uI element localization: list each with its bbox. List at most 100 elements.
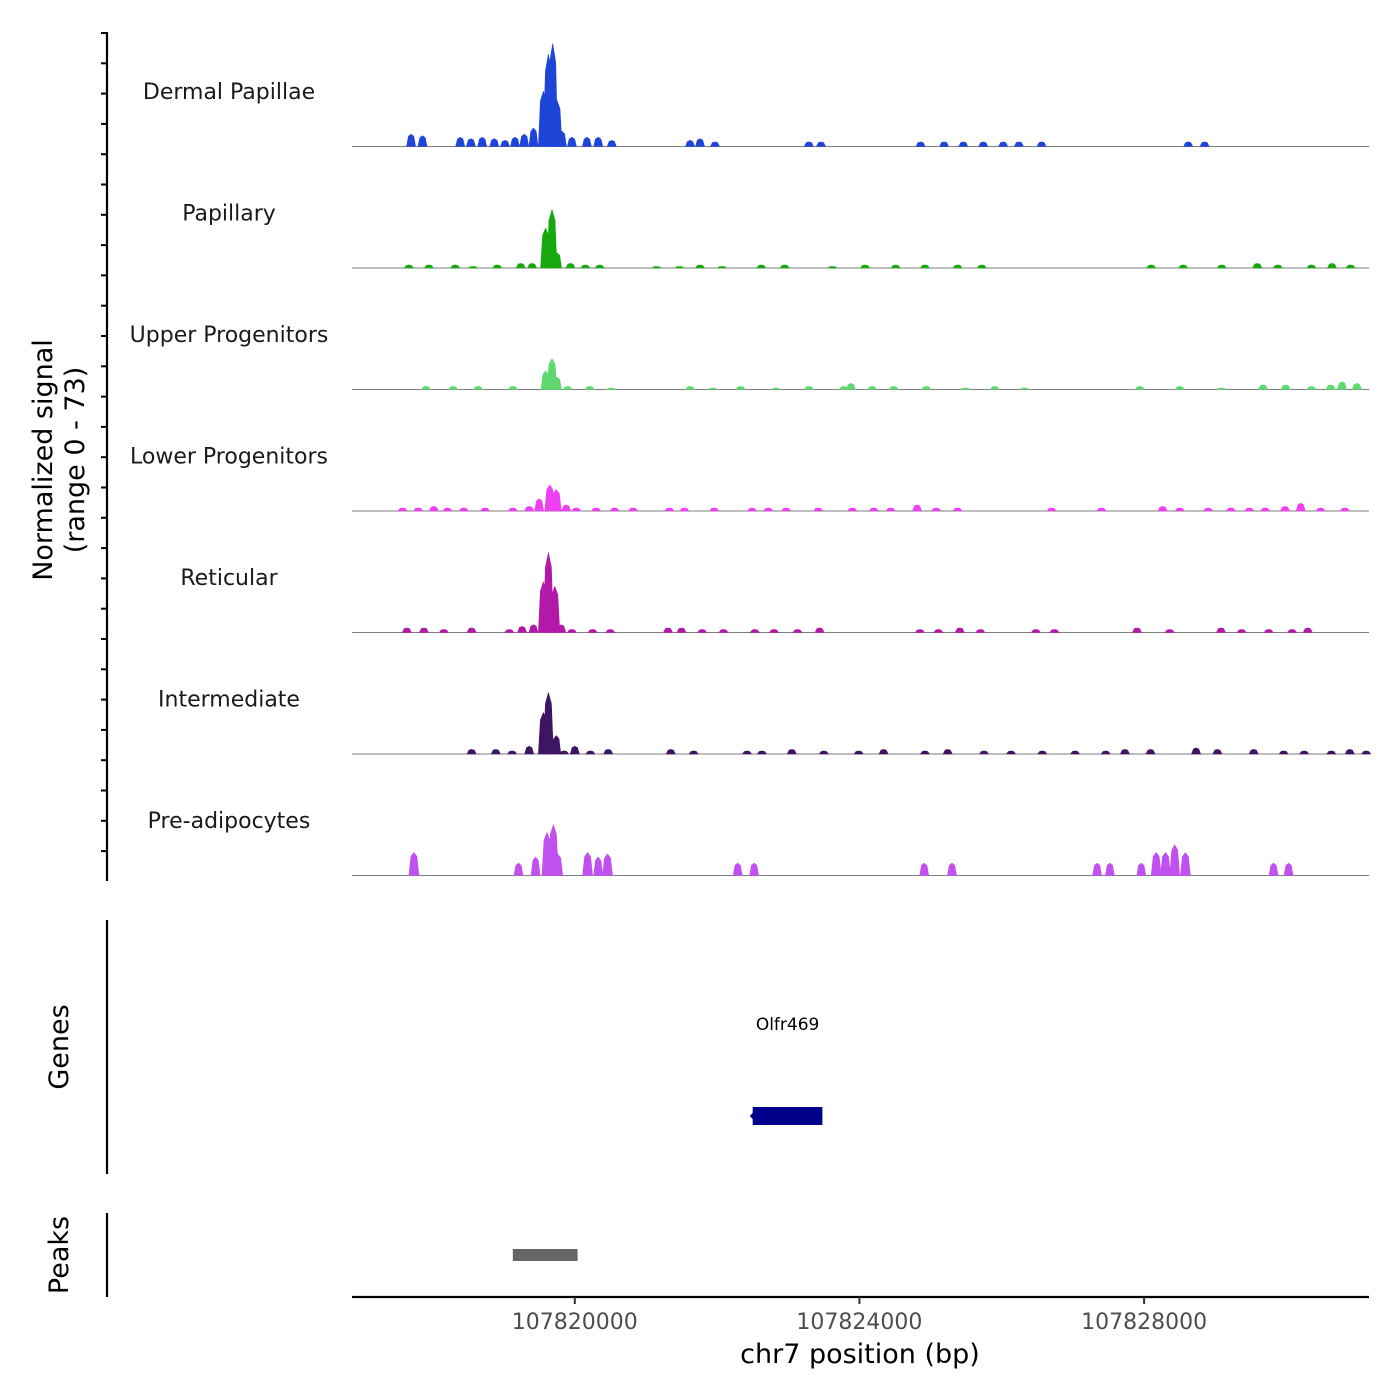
signal-peak bbox=[551, 735, 562, 755]
track-6: Intermediate bbox=[158, 688, 1371, 755]
signal-peak bbox=[582, 852, 593, 876]
track-label: Intermediate bbox=[158, 688, 300, 713]
signal-peak bbox=[933, 629, 944, 633]
signal-peak bbox=[813, 507, 823, 512]
signal-peak bbox=[915, 629, 925, 633]
signal-peak bbox=[1327, 263, 1337, 269]
x-tick-label: 107824000 bbox=[796, 1310, 922, 1335]
signal-peak bbox=[567, 629, 577, 633]
signal-peak bbox=[1226, 507, 1236, 512]
signal-peak bbox=[975, 629, 986, 633]
signal-peak bbox=[814, 627, 825, 633]
signal-peak bbox=[1295, 503, 1306, 512]
signal-peak bbox=[1361, 750, 1371, 755]
signal-peak bbox=[1157, 506, 1168, 512]
signal-peak bbox=[781, 507, 791, 512]
signal-peak bbox=[1273, 264, 1283, 269]
signal-peak bbox=[931, 507, 942, 512]
signal-peak bbox=[591, 507, 601, 512]
signal-peak bbox=[1199, 141, 1210, 147]
track-label: Pre-adipocytes bbox=[148, 809, 311, 834]
signal-peak bbox=[697, 629, 707, 633]
signal-peak bbox=[1258, 384, 1268, 390]
signal-peak bbox=[556, 624, 566, 633]
signal-peak bbox=[1340, 507, 1350, 512]
signal-peak bbox=[552, 376, 562, 390]
signal-peak bbox=[676, 627, 687, 633]
signal-peak bbox=[695, 264, 705, 269]
signal-peak bbox=[952, 507, 963, 512]
signal-peak bbox=[717, 266, 727, 269]
signal-peak bbox=[977, 264, 987, 269]
track-label: Dermal Papillae bbox=[143, 80, 315, 105]
signal-peak bbox=[1105, 862, 1115, 876]
signal-peak bbox=[955, 627, 965, 633]
signal-peak bbox=[1352, 383, 1362, 390]
signal-peak bbox=[756, 264, 766, 269]
signal-peak bbox=[552, 853, 563, 876]
signal-peak bbox=[628, 507, 638, 512]
signal-peak bbox=[551, 489, 562, 512]
signal-y-axis-label-line2: (range 0 - 73) bbox=[60, 367, 91, 554]
signal-peak bbox=[593, 137, 603, 147]
signal-peak bbox=[480, 507, 490, 512]
signal-peak bbox=[804, 386, 814, 390]
signal-peak bbox=[732, 862, 743, 876]
track-7: Pre-adipocytes bbox=[148, 809, 1369, 876]
signal-peak bbox=[504, 629, 515, 633]
signal-peak bbox=[979, 750, 989, 755]
signal-peak bbox=[666, 749, 676, 755]
signal-peak bbox=[557, 130, 567, 147]
signal-y-axis-label-line1: Normalized signal bbox=[28, 339, 59, 581]
x-axis-label: chr7 position (bp) bbox=[740, 1339, 980, 1370]
signal-peak bbox=[763, 507, 774, 512]
signal-peak bbox=[912, 504, 922, 512]
signal-peak bbox=[442, 507, 453, 512]
signal-peak bbox=[867, 386, 877, 390]
signal-peak bbox=[1070, 750, 1080, 755]
signal-peak bbox=[888, 386, 899, 390]
signal-peak bbox=[406, 133, 416, 147]
signal-peak bbox=[607, 140, 617, 147]
signal-peak bbox=[466, 749, 477, 755]
signal-peak bbox=[1263, 629, 1274, 633]
peak-regions bbox=[512, 1249, 578, 1261]
signal-peak bbox=[1315, 507, 1326, 512]
signal-peak bbox=[543, 692, 554, 755]
signal-peak bbox=[424, 264, 434, 269]
signal-peak bbox=[582, 137, 592, 147]
signal-peak bbox=[571, 507, 581, 512]
signal-peak bbox=[528, 624, 539, 633]
signal-peak bbox=[1216, 264, 1227, 269]
signal-peak bbox=[404, 264, 414, 269]
signal-peak bbox=[942, 749, 953, 755]
signal-peak bbox=[1164, 629, 1175, 633]
signal-peak bbox=[860, 264, 870, 269]
signal-peak bbox=[570, 746, 580, 755]
signal-peak bbox=[450, 264, 460, 269]
track-2: Papillary bbox=[182, 202, 1369, 269]
signal-peak bbox=[508, 507, 518, 512]
signal-peak bbox=[466, 627, 477, 633]
signal-peak bbox=[1174, 507, 1185, 512]
signal-peak bbox=[787, 749, 797, 755]
signal-peak bbox=[695, 138, 705, 147]
signal-peak bbox=[1216, 387, 1227, 390]
signal-peak bbox=[419, 627, 429, 633]
signal-peak bbox=[685, 386, 695, 390]
track-1: Dermal Papillae bbox=[143, 43, 1369, 147]
signal-peak bbox=[605, 629, 616, 633]
signal-peak bbox=[585, 750, 596, 755]
signal-peak bbox=[397, 507, 408, 512]
signal-peak bbox=[847, 507, 858, 512]
signal-peak bbox=[1326, 750, 1337, 755]
signal-peak bbox=[757, 750, 767, 755]
signal-peak bbox=[1145, 749, 1156, 755]
signal-peak bbox=[1135, 386, 1145, 390]
signal-peak bbox=[1236, 629, 1247, 633]
signal-peak bbox=[816, 141, 826, 147]
signal-peak bbox=[1280, 506, 1290, 512]
signal-peak bbox=[998, 141, 1008, 147]
signal-peak bbox=[1203, 507, 1213, 512]
